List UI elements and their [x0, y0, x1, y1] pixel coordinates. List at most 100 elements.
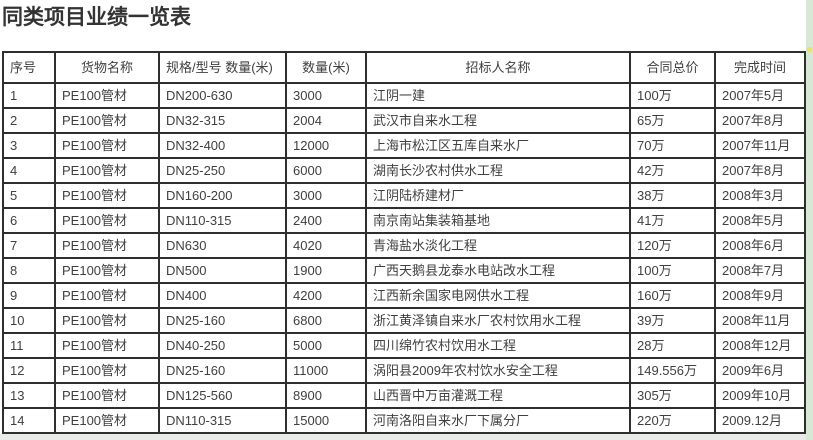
cell-price: 38万	[629, 182, 716, 209]
cell-qty: 6000	[285, 157, 367, 184]
bottom-gap	[0, 434, 806, 440]
table-row: 7 PE100管材 DN630 4020 青海盐水淡化工程 120万 2008年6月	[2, 232, 806, 259]
cell-spec: DN25-160	[158, 357, 287, 384]
cell-price: 149.556万	[629, 357, 716, 384]
table-header: 序号 货物名称 规格/型号 数量(米) 数量(米) 招标人名称 合同总价 完成时…	[2, 51, 806, 84]
cell-goods: PE100管材	[54, 357, 160, 384]
cell-bidder: 湖南长沙农村供水工程	[365, 157, 631, 184]
cell-spec: DN630	[158, 232, 287, 259]
cell-spec: DN500	[158, 257, 287, 284]
cell-bidder: 广西天鹅县龙泰水电站改水工程	[365, 257, 631, 284]
cell-spec: DN110-315	[158, 207, 287, 234]
page-title: 同类项目业绩一览表	[2, 6, 191, 29]
cell-no: 12	[2, 357, 56, 384]
cell-spec: DN125-560	[158, 382, 287, 409]
cell-qty: 1900	[285, 257, 367, 284]
cell-goods: PE100管材	[54, 282, 160, 309]
cell-goods: PE100管材	[54, 82, 160, 109]
cell-price: 70万	[629, 132, 716, 159]
cell-goods: PE100管材	[54, 182, 160, 209]
cell-qty: 5000	[285, 332, 367, 359]
cell-time: 2008年7月	[714, 257, 806, 284]
cell-no: 5	[2, 182, 56, 209]
cell-price: 100万	[629, 82, 716, 109]
cell-goods: PE100管材	[54, 332, 160, 359]
cell-no: 7	[2, 232, 56, 259]
cell-qty: 3000	[285, 82, 367, 109]
cell-spec: DN160-200	[158, 182, 287, 209]
cell-price: 160万	[629, 282, 716, 309]
cell-qty: 4020	[285, 232, 367, 259]
table-row: 6 PE100管材 DN110-315 2400 南京南站集装箱基地 41万 2008年5月	[2, 207, 806, 234]
cell-spec: DN32-315	[158, 107, 287, 134]
cell-time: 2007年8月	[714, 107, 806, 134]
cell-time: 2008年5月	[714, 207, 806, 234]
cell-bidder: 南京南站集装箱基地	[365, 207, 631, 234]
cell-price: 220万	[629, 407, 716, 434]
cell-time: 2009年10月	[714, 382, 806, 409]
cell-qty: 11000	[285, 357, 367, 384]
cell-bidder: 江西新余国家电网供水工程	[365, 282, 631, 309]
cell-price: 42万	[629, 157, 716, 184]
cell-time: 2007年11月	[714, 132, 806, 159]
table-row: 10 PE100管材 DN25-160 6800 浙江黄泽镇自来水厂农村饮用水工程 39万…	[2, 307, 806, 334]
cell-time: 2008年12月	[714, 332, 806, 359]
table-row: 4 PE100管材 DN25-250 6000 湖南长沙农村供水工程 42万 2007年8月	[2, 157, 806, 184]
cell-bidder: 江阴一建	[365, 82, 631, 109]
cell-bidder: 山西晋中万亩灌溉工程	[365, 382, 631, 409]
cell-no: 2	[2, 107, 56, 134]
cell-spec: DN200-630	[158, 82, 287, 109]
cell-price: 41万	[629, 207, 716, 234]
cell-time: 2008年6月	[714, 232, 806, 259]
col-header-bidder: 招标人名称	[365, 51, 631, 84]
table-row: 5 PE100管材 DN160-200 3000 江阴陆桥建材厂 38万 2008年3月	[2, 182, 806, 209]
cell-bidder: 江阴陆桥建材厂	[365, 182, 631, 209]
cell-goods: PE100管材	[54, 407, 160, 434]
cell-no: 10	[2, 307, 56, 334]
cell-no: 1	[2, 82, 56, 109]
cell-price: 65万	[629, 107, 716, 134]
cell-qty: 2004	[285, 107, 367, 134]
cell-goods: PE100管材	[54, 132, 160, 159]
col-header-time: 完成时间	[714, 51, 806, 84]
cell-qty: 2400	[285, 207, 367, 234]
col-header-no: 序号	[2, 51, 56, 84]
cell-no: 14	[2, 407, 56, 434]
cell-price: 120万	[629, 232, 716, 259]
cell-price: 100万	[629, 257, 716, 284]
cell-time: 2008年9月	[714, 282, 806, 309]
cell-goods: PE100管材	[54, 232, 160, 259]
cell-time: 2009年6月	[714, 357, 806, 384]
cell-no: 13	[2, 382, 56, 409]
cell-no: 4	[2, 157, 56, 184]
cell-bidder: 涡阳县2009年农村饮水安全工程	[365, 357, 631, 384]
cell-price: 39万	[629, 307, 716, 334]
table-row: 14 PE100管材 DN110-315 15000 河南洛阳自来水厂下属分厂 220万 2…	[2, 407, 806, 434]
cell-qty: 4200	[285, 282, 367, 309]
cell-spec: DN110-315	[158, 407, 287, 434]
cell-qty: 12000	[285, 132, 367, 159]
cell-qty: 6800	[285, 307, 367, 334]
cell-spec: DN40-250	[158, 332, 287, 359]
table-row: 12 PE100管材 DN25-160 11000 涡阳县2009年农村饮水安全工程 14…	[2, 357, 806, 384]
cell-spec: DN25-250	[158, 157, 287, 184]
cell-qty: 8900	[285, 382, 367, 409]
cell-qty: 15000	[285, 407, 367, 434]
col-header-goods: 货物名称	[54, 51, 160, 84]
cell-bidder: 上海市松江区五库自来水厂	[365, 132, 631, 159]
cell-spec: DN400	[158, 282, 287, 309]
edge-accent-dot	[807, 47, 812, 52]
cell-spec: DN25-160	[158, 307, 287, 334]
table-row: 9 PE100管材 DN400 4200 江西新余国家电网供水工程 160万 2008年9月	[2, 282, 806, 309]
cell-price: 28万	[629, 332, 716, 359]
table-row: 11 PE100管材 DN40-250 5000 四川绵竹农村饮用水工程 28万 2008年…	[2, 332, 806, 359]
cell-no: 3	[2, 132, 56, 159]
col-header-spec: 规格/型号 数量(米)	[158, 51, 287, 84]
cell-goods: PE100管材	[54, 382, 160, 409]
cell-goods: PE100管材	[54, 307, 160, 334]
cell-time: 2008年3月	[714, 182, 806, 209]
cell-time: 2008年11月	[714, 307, 806, 334]
cell-bidder: 河南洛阳自来水厂下属分厂	[365, 407, 631, 434]
cell-no: 8	[2, 257, 56, 284]
cell-goods: PE100管材	[54, 257, 160, 284]
